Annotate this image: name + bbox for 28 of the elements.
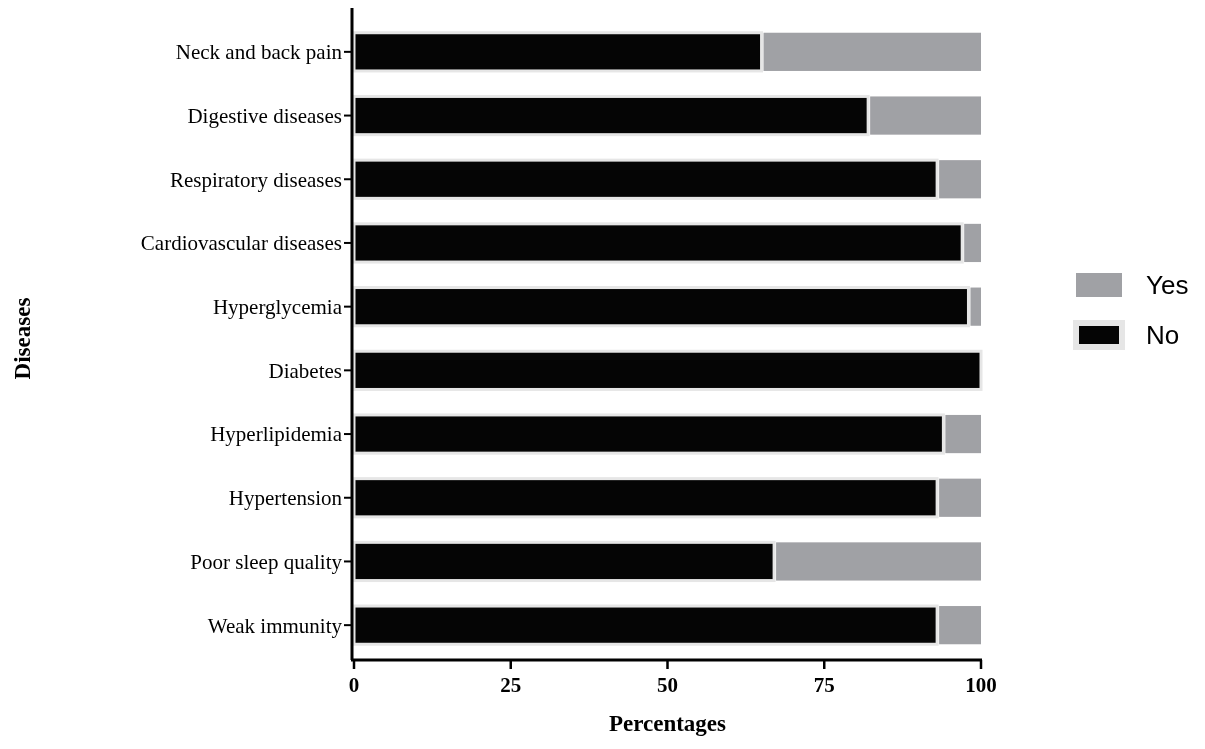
x-tick-label: 100 [965,673,997,697]
y-tick-label: Cardiovascular diseases [140,231,342,256]
bar [870,96,981,135]
y-tick-label: Respiratory diseases [169,167,342,192]
bar [970,287,981,326]
x-tick-label: 25 [500,673,522,697]
x-tick-label: 50 [657,673,678,697]
bar [964,223,981,263]
legend-label: No [1146,320,1180,351]
bar [763,32,981,71]
y-tick-label: Diabetes [268,358,342,383]
y-tick-label: Hyperlipidemia [210,422,343,447]
bar [939,606,981,645]
bar [776,542,981,581]
y-axis-title: Diseases [10,297,35,380]
y-tick-label: Digestive diseases [187,103,342,128]
bar [939,160,981,199]
x-tick-label: 75 [813,673,835,697]
y-tick-label: Hyperglycemia [212,295,343,319]
bar [945,414,981,454]
y-tick-label: Weak immunity [207,613,343,638]
x-axis-title: Percentages [608,711,727,736]
x-tick-label: 0 [348,673,360,697]
bar [939,478,981,517]
legend-label: Yes [1146,270,1189,301]
y-tick-label: Hypertension [228,486,343,511]
y-tick-label: Poor sleep quality [190,549,343,574]
y-tick-label: Neck and back pain [175,40,343,65]
